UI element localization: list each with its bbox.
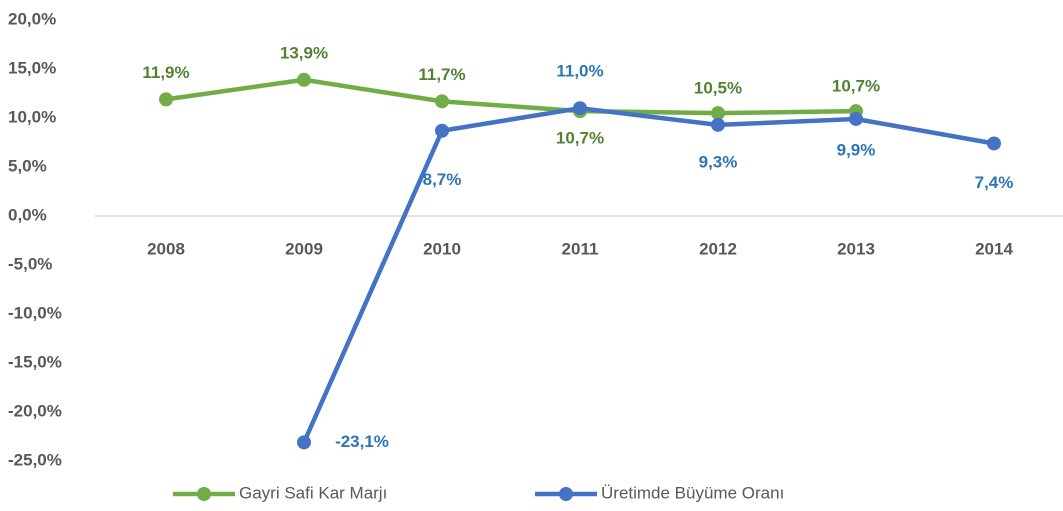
y-tick-label: 0,0%: [8, 205, 47, 224]
y-tick-label: 15,0%: [8, 58, 56, 77]
x-tick-label: 2008: [147, 239, 185, 258]
series-line: [301, 105, 997, 445]
y-tick-label: -15,0%: [8, 352, 62, 371]
point: [987, 136, 1001, 151]
data-label: 11,9%: [142, 63, 189, 82]
data-label: 9,3%: [699, 152, 738, 171]
y-tick-label: 20,0%: [8, 9, 56, 28]
x-tick-label: 2013: [837, 239, 875, 258]
data-label: 11,7%: [418, 65, 465, 84]
y-tick-label: -25,0%: [8, 450, 62, 469]
point: [297, 435, 311, 450]
point: [435, 123, 449, 138]
legend-label: Gayri Safi Kar Marjı: [239, 483, 387, 502]
legend-marker: [559, 487, 573, 501]
point: [849, 111, 863, 126]
legend-marker: [197, 487, 211, 501]
x-tick-label: 2011: [562, 239, 599, 258]
y-tick-label: -5,0%: [8, 254, 52, 273]
data-label: 11,0%: [556, 62, 603, 81]
x-tick-label: 2012: [699, 239, 737, 258]
point: [435, 94, 449, 109]
data-label: 9,9%: [837, 140, 876, 159]
series-line: [163, 77, 859, 116]
data-label: 8,7%: [423, 170, 462, 189]
y-tick-label: 5,0%: [8, 156, 47, 175]
y-tick-label: 10,0%: [8, 107, 56, 126]
data-label: 10,7%: [556, 129, 604, 148]
data-label: 10,5%: [694, 79, 742, 98]
point: [159, 92, 173, 107]
y-tick-label: -20,0%: [8, 401, 62, 420]
data-label: 10,7%: [832, 77, 880, 96]
point: [297, 72, 311, 87]
data-label: 7,4%: [975, 173, 1014, 192]
point: [711, 117, 725, 132]
x-tick-label: 2009: [285, 239, 323, 258]
x-tick-label: 2014: [975, 239, 1013, 258]
x-tick-label: 2010: [423, 239, 461, 258]
point: [573, 101, 587, 116]
data-label: -23,1%: [335, 432, 389, 451]
y-tick-label: -10,0%: [8, 303, 62, 322]
legend-label: Üretimde Büyüme Oranı: [601, 483, 784, 502]
data-label: 13,9%: [280, 43, 328, 62]
point: [711, 106, 725, 121]
